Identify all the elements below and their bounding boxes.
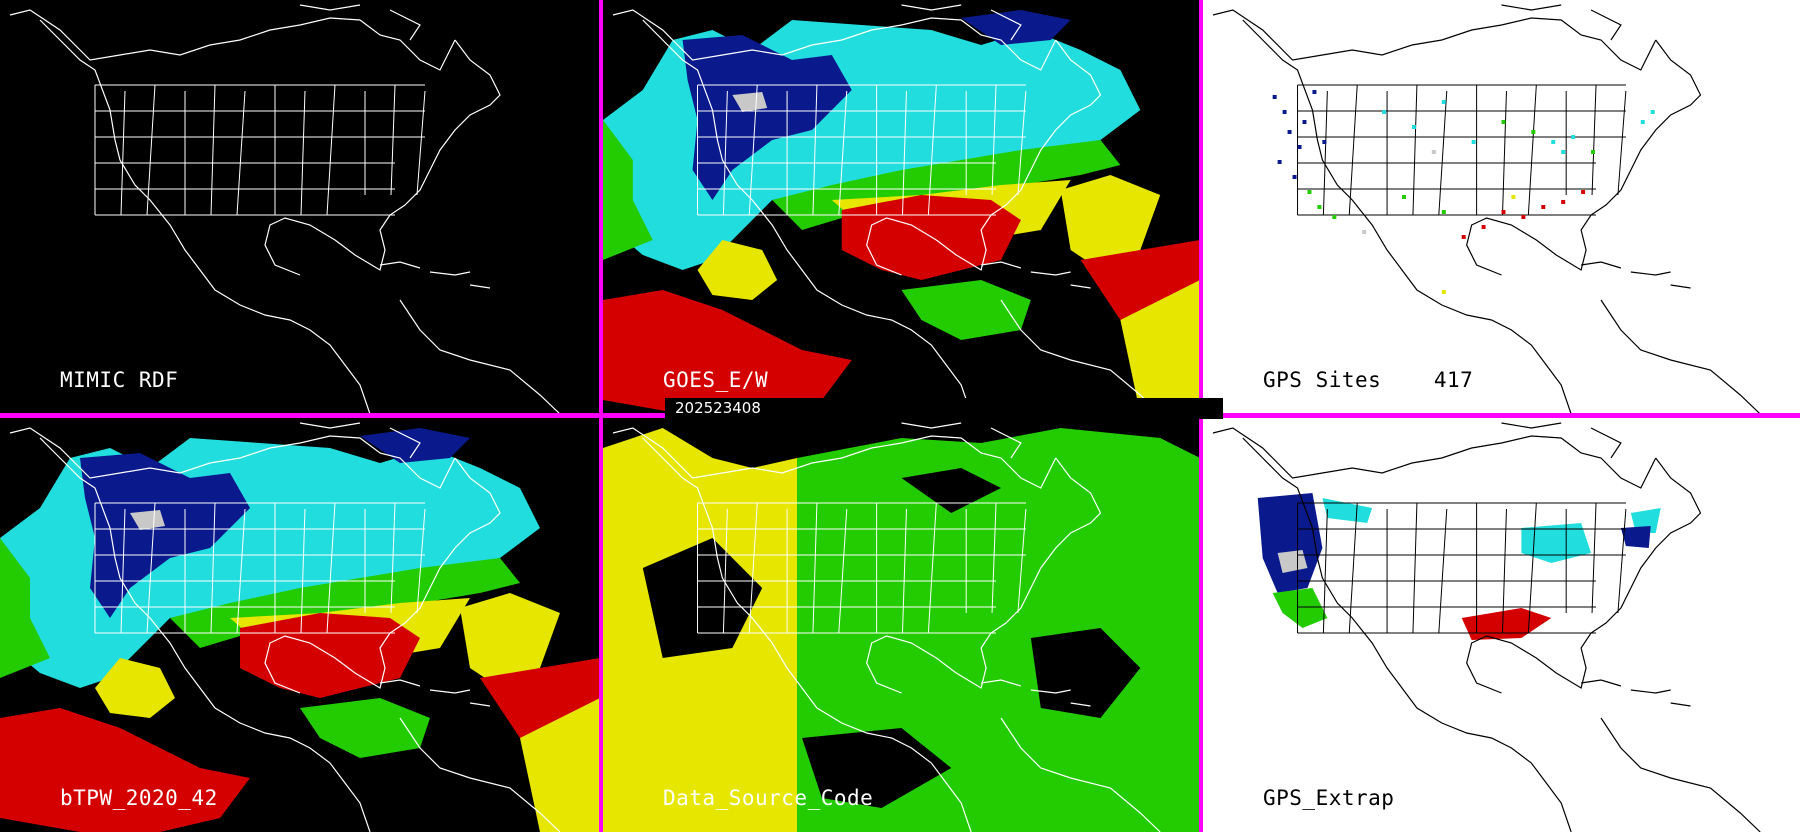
extrap-cyan-ohio bbox=[1521, 523, 1592, 563]
coastlines bbox=[1212, 4, 1761, 414]
state-boundaries bbox=[94, 502, 426, 634]
state-boundaries bbox=[94, 84, 426, 216]
panel-goes: GOES_E/W bbox=[603, 0, 1200, 414]
gps-site-marker bbox=[1471, 140, 1476, 144]
tpw-yellow-atl bbox=[1060, 175, 1161, 270]
gps-site-marker bbox=[1481, 225, 1486, 229]
tpw-blue-north bbox=[360, 428, 470, 463]
gps-site-marker bbox=[1292, 175, 1297, 179]
tpw-yellow-west bbox=[697, 240, 778, 300]
gps-site-marker bbox=[1302, 120, 1307, 124]
extrap-blue bbox=[1257, 493, 1323, 593]
tpw-red-south bbox=[603, 290, 852, 414]
panel-mimic-rdf: MIMIC RDF bbox=[0, 0, 600, 414]
state-boundaries bbox=[1297, 84, 1627, 216]
map-goes bbox=[603, 4, 1200, 414]
map-gps-sites bbox=[1212, 4, 1761, 414]
source-gap-4 bbox=[802, 728, 952, 808]
panel-label-data-source-code: Data_Source_Code bbox=[663, 786, 874, 810]
map-btpw bbox=[0, 422, 600, 832]
divider-vertical-left bbox=[599, 0, 603, 832]
gps-site-marker bbox=[1531, 130, 1536, 134]
source-gap-3 bbox=[1030, 628, 1141, 718]
extrap-cyan-west bbox=[1322, 498, 1373, 523]
gps-sites-label: GPS Sites bbox=[1263, 368, 1382, 392]
extrap-green bbox=[1272, 588, 1328, 628]
timestamp-text: 202523408 bbox=[675, 399, 761, 417]
tpw-gray bbox=[130, 510, 165, 530]
tpw-green-gulf bbox=[300, 698, 430, 758]
tpw-yellow-se bbox=[520, 698, 600, 832]
gps-site-marker bbox=[1411, 125, 1416, 129]
extrap-cyan-ne bbox=[1630, 508, 1661, 533]
gps-site-marker bbox=[1382, 110, 1387, 114]
timestamp-bar: 202523408 bbox=[665, 398, 1223, 419]
gps-site-marker bbox=[1650, 110, 1655, 114]
gps-site-marker bbox=[1297, 145, 1302, 149]
map-gps-extrap bbox=[1212, 422, 1761, 832]
panel-gps-extrap: GPS_Extrap bbox=[1203, 418, 1800, 832]
gps-site-marker bbox=[1287, 130, 1292, 134]
gps-site-marker bbox=[1571, 135, 1576, 139]
gps-site-marker bbox=[1561, 150, 1566, 154]
extrap-gray bbox=[1277, 550, 1308, 573]
gps-site-marker bbox=[1561, 200, 1566, 204]
tpw-yellow-se bbox=[1120, 280, 1200, 414]
tpw-yellow-west bbox=[95, 658, 175, 718]
gps-site-marker bbox=[1541, 205, 1546, 209]
gps-site-marker bbox=[1332, 215, 1337, 219]
tpw-green-west bbox=[603, 120, 653, 260]
state-boundaries bbox=[1297, 502, 1627, 634]
extrap-red bbox=[1461, 608, 1552, 640]
gps-site-marker bbox=[1640, 120, 1645, 124]
source-gap-1 bbox=[642, 538, 763, 658]
panel-label-gps-sites: GPS Sites 417 bbox=[1263, 368, 1473, 392]
gps-site-marker bbox=[1322, 140, 1327, 144]
gps-site-marker bbox=[1581, 190, 1586, 194]
gps-site-marker bbox=[1501, 210, 1506, 214]
gps-site-marker bbox=[1307, 190, 1312, 194]
state-boundaries bbox=[697, 84, 1027, 216]
panel-label-goes: GOES_E/W bbox=[663, 368, 769, 392]
panel-label-mimic: MIMIC RDF bbox=[60, 368, 179, 392]
state-boundaries bbox=[697, 502, 1027, 634]
tpw-gray bbox=[732, 92, 768, 112]
gps-site-marker bbox=[1317, 205, 1322, 209]
tpw-yellow-atl bbox=[460, 593, 560, 688]
panel-data-source-code: Data_Source_Code bbox=[603, 418, 1200, 832]
tpw-red-south bbox=[0, 708, 250, 832]
gps-site-marker bbox=[1277, 160, 1282, 164]
gps-site-marker bbox=[1501, 120, 1506, 124]
extrap-blue-ne bbox=[1620, 526, 1651, 548]
map-mimic bbox=[9, 4, 561, 414]
gps-sites-count: 417 bbox=[1433, 368, 1474, 392]
coastlines bbox=[9, 4, 561, 414]
gps-site-marker bbox=[1402, 195, 1406, 199]
panel-label-btpw: bTPW_2020_42 bbox=[60, 786, 218, 810]
tpw-green-gulf bbox=[901, 280, 1031, 340]
gps-site-marker bbox=[1431, 150, 1436, 154]
gps-site-marker bbox=[1441, 290, 1446, 294]
source-gap-2 bbox=[901, 468, 1001, 513]
gps-site-marker bbox=[1551, 140, 1556, 144]
gps-site-marker bbox=[1441, 100, 1446, 104]
panel-label-gps-extrap: GPS_Extrap bbox=[1263, 786, 1395, 810]
gps-site-marker bbox=[1312, 90, 1317, 94]
panel-gps-sites: GPS Sites 417 bbox=[1203, 0, 1800, 414]
gps-site-marker bbox=[1461, 235, 1466, 239]
gps-site-marker bbox=[1591, 150, 1596, 154]
gps-site-marker bbox=[1362, 230, 1367, 234]
tpw-blue-north bbox=[961, 10, 1071, 45]
gps-site-marker bbox=[1272, 95, 1277, 99]
panel-btpw: bTPW_2020_42 bbox=[0, 418, 600, 832]
gps-site-marker bbox=[1521, 215, 1526, 219]
map-data-source-code bbox=[603, 422, 1200, 832]
gps-site-marker bbox=[1441, 210, 1446, 214]
gps-site-marker bbox=[1282, 110, 1287, 114]
tpw-green-west bbox=[0, 538, 50, 678]
gps-site-marker bbox=[1511, 195, 1516, 199]
